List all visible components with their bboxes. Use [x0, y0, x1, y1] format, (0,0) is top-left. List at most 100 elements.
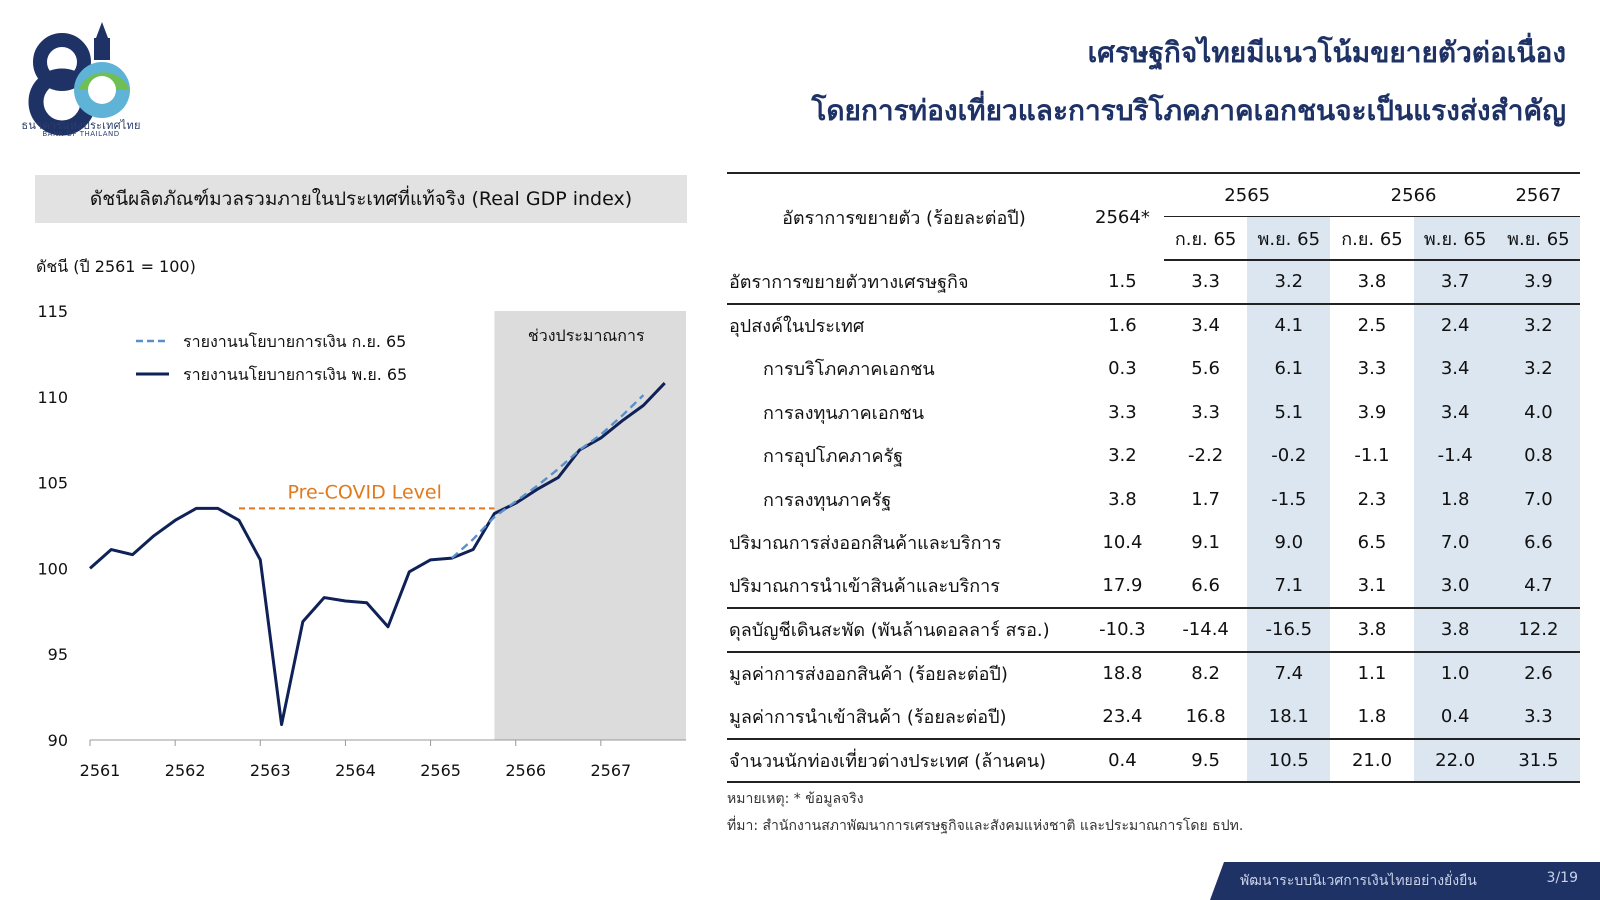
row-value: 3.2	[1496, 347, 1580, 391]
row-value: 3.4	[1413, 347, 1497, 391]
forecast-region	[494, 311, 686, 740]
row-label: ปริมาณการนำเข้าสินค้าและบริการ	[727, 564, 1081, 609]
bank-of-thailand-logo	[28, 22, 130, 136]
x-tick-label: 2566	[505, 761, 546, 780]
row-value: -0.2	[1247, 434, 1331, 478]
x-tick-label: 2562	[165, 761, 206, 780]
subhead-2565-nov: พ.ย. 65	[1247, 216, 1331, 261]
row-value: 18.1	[1247, 695, 1331, 740]
table-row: การลงทุนภาคเอกชน 3.3 3.3 5.1 3.9 3.4 4.0	[727, 390, 1580, 434]
y-tick-label: 110	[37, 388, 68, 407]
row-value: 3.3	[1496, 695, 1580, 740]
y-tick-label: 90	[48, 731, 68, 750]
row-value: 7.4	[1247, 651, 1331, 695]
table-header-2566: 2566	[1330, 172, 1497, 217]
row-value: 3.4	[1191, 315, 1220, 337]
row-value: 7.0	[1413, 521, 1497, 565]
table-header-2564: 2564*	[1080, 172, 1165, 260]
row-value: 3.4	[1413, 390, 1497, 434]
row-value: 1.0	[1413, 651, 1497, 695]
row-value: 6.1	[1247, 347, 1331, 391]
footer-tagline: พัฒนาระบบนิเวศการเงินไทยอย่างยั่งยืน	[1240, 873, 1477, 889]
gdp-chart: ช่วงประมาณการ ดัชนี (ปี 2561 = 100) 90 95 10…	[36, 257, 686, 780]
logo-english-name: BANK OF THAILAND	[42, 130, 120, 138]
row-value: 3.1	[1330, 564, 1414, 609]
y-tick-label: 115	[37, 302, 68, 321]
subhead-2565-sep: ก.ย. 65	[1164, 216, 1248, 261]
row-value: 1.8	[1413, 477, 1497, 521]
table-header-label: อัตราการขยายตัว (ร้อยละต่อปี)	[727, 172, 1081, 260]
row-value: 18.8	[1102, 663, 1143, 685]
y-tick-label: 95	[48, 645, 68, 664]
table-row: มูลค่าการนำเข้าสินค้า (ร้อยละต่อปี) 23.4 1…	[727, 695, 1580, 740]
row-label: การอุปโภคภาครัฐ	[763, 446, 904, 468]
row-value: 1.1	[1357, 663, 1387, 685]
row-label: อัตราการขยายตัวทางเศรษฐกิจ	[727, 260, 1081, 305]
table-row: ปริมาณการส่งออกสินค้าและบริการ 10.4 9.1 9.0…	[727, 521, 1580, 565]
row-label: การลงทุนภาคเอกชน	[763, 402, 925, 424]
row-value: 3.8	[1108, 488, 1137, 510]
row-value: 6.6	[1496, 521, 1580, 565]
row-value: 16.8	[1164, 695, 1248, 740]
row-value: 3.2	[1108, 445, 1137, 467]
row-value: 17.9	[1080, 564, 1165, 609]
footnote-source: ที่มา: สำนักงานสภาพัฒนาการเศรษฐกิจและสัง…	[727, 818, 1244, 834]
row-value: 21.0	[1330, 738, 1414, 783]
x-tick-label: 2561	[80, 761, 121, 780]
row-value: -14.4	[1164, 608, 1248, 653]
row-value: 6.6	[1164, 564, 1248, 609]
table-row: การลงทุนภาครัฐ 3.8 1.7 -1.5 2.3 1.8 7.0	[727, 477, 1580, 521]
row-value: 9.5	[1164, 738, 1248, 783]
legend-label-sep65: รายงานนโยบายการเงิน ก.ย. 65	[183, 332, 406, 351]
table-header-2567: 2567	[1496, 172, 1580, 217]
row-value: 3.3	[1108, 401, 1137, 423]
row-value: 4.7	[1496, 564, 1580, 609]
row-value: -10.3	[1080, 608, 1165, 653]
row-value: 3.8	[1330, 260, 1414, 305]
row-value: -16.5	[1247, 608, 1331, 653]
x-tick-label: 2563	[250, 761, 291, 780]
row-value: 6.5	[1357, 532, 1387, 554]
table-row: อุปสงค์ในประเทศ 1.6 3.4 4.1 2.5 2.4 3.2	[727, 303, 1580, 347]
row-value: 3.3	[1357, 358, 1387, 380]
title-line-2: โดยการท่องเที่ยวและการบริโภคภาคเอกชนจะเป…	[811, 94, 1566, 127]
row-value: 3.9	[1496, 260, 1580, 305]
row-value: 5.1	[1247, 390, 1331, 434]
x-tick-label: 2564	[335, 761, 376, 780]
row-value: 0.8	[1496, 434, 1580, 478]
row-value: -1.4	[1413, 434, 1497, 478]
row-value: 3.7	[1413, 260, 1497, 305]
row-label: ปริมาณการส่งออกสินค้าและบริการ	[729, 533, 1002, 555]
table-row: ปริมาณการนำเข้าสินค้าและบริการ 17.9 6.6 7.1…	[727, 564, 1580, 609]
row-label: มูลค่าการส่งออกสินค้า (ร้อยละต่อปี)	[729, 664, 1008, 686]
slide-title: เศรษฐกิจไทยมีแนวโน้มขยายตัวต่อเนื่อง โดย…	[811, 24, 1566, 140]
subhead-2566-nov: พ.ย. 65	[1413, 216, 1497, 261]
title-line-1: เศรษฐกิจไทยมีแนวโน้มขยายตัวต่อเนื่อง	[1087, 36, 1566, 69]
x-tick-label: 2565	[420, 761, 461, 780]
logo-thai-name: ธนาคารแห่งประเทศไทย	[21, 119, 141, 132]
footer-bar	[1210, 862, 1600, 900]
row-value: 9.1	[1191, 532, 1220, 554]
row-value: 31.5	[1496, 738, 1580, 783]
table-row: การบริโภคภาคเอกชน 0.3 5.6 6.1 3.3 3.4 3.2	[727, 347, 1580, 391]
pre-covid-label: Pre-COVID Level	[288, 481, 442, 503]
row-value: 1.6	[1108, 315, 1137, 337]
row-value: -1.5	[1247, 477, 1331, 521]
chart-title: ดัชนีผลิตภัณฑ์มวลรวมภายในประเทศที่แท้จริ…	[35, 175, 687, 223]
table-row: การอุปโภคภาครัฐ 3.2 -2.2 -0.2 -1.1 -1.4 0.8	[727, 434, 1580, 478]
row-value: 3.9	[1357, 401, 1387, 423]
table-body: อัตราการขยายตัวทางเศรษฐกิจ 1.5 3.3 3.2 3.8 3.…	[727, 260, 1580, 783]
footnotes: หมายเหตุ: * ข้อมูลจริง ที่มา: สำนักงานสภ…	[727, 786, 1243, 840]
row-label: การบริโภคภาคเอกชน	[763, 359, 935, 381]
row-value: 0.4	[1080, 738, 1165, 783]
x-tick-label: 2567	[590, 761, 631, 780]
row-value: 1.7	[1191, 488, 1220, 510]
table-header-2565: 2565	[1164, 172, 1331, 217]
table-row: มูลค่าการส่งออกสินค้า (ร้อยละต่อปี) 18.8 8…	[727, 651, 1580, 695]
row-value: 3.8	[1413, 608, 1497, 653]
row-value: 3.2	[1496, 303, 1580, 347]
row-value: 2.4	[1413, 303, 1497, 347]
row-label: จำนวนนักท่องเที่ยวต่างประเทศ (ล้านคน)	[727, 738, 1081, 783]
row-value: 10.5	[1247, 738, 1331, 783]
